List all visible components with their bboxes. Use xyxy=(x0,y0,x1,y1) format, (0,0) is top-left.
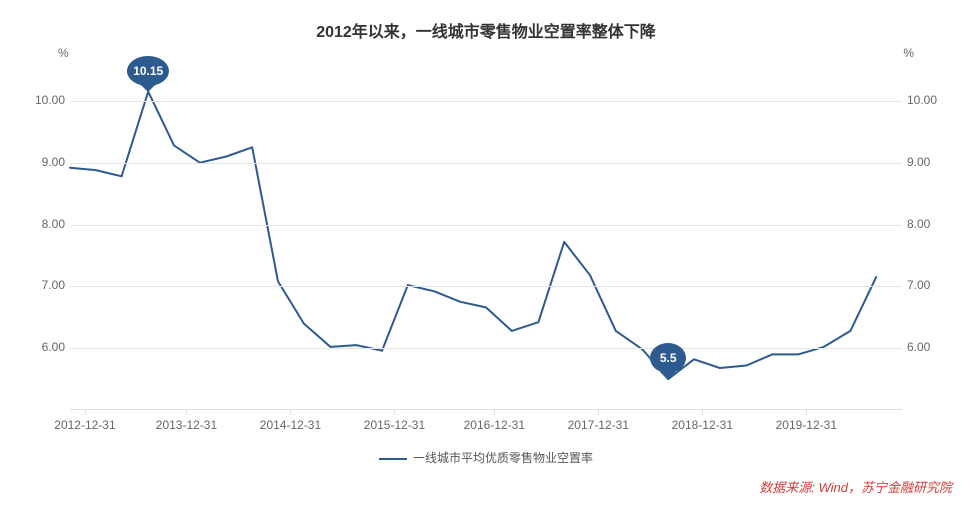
legend-label: 一线城市平均优质零售物业空置率 xyxy=(413,451,593,465)
chart-title: 2012年以来，一线城市零售物业空置率整体下降 xyxy=(0,18,972,42)
y-tick-label: 8.00 xyxy=(15,217,65,231)
callout-label: 5.5 xyxy=(650,343,686,373)
x-tick xyxy=(702,410,703,415)
x-tick xyxy=(85,410,86,415)
gridline xyxy=(70,225,902,226)
x-tick-label: 2015-12-31 xyxy=(364,418,425,432)
y-tick-label: 8.00 xyxy=(907,217,957,231)
x-tick xyxy=(598,410,599,415)
legend-swatch xyxy=(379,458,407,460)
gridline xyxy=(70,101,902,102)
y-tick-label: 9.00 xyxy=(15,155,65,169)
y-tick-label: 10.00 xyxy=(907,93,957,107)
x-tick-label: 2019-12-31 xyxy=(776,418,837,432)
x-tick-label: 2017-12-31 xyxy=(568,418,629,432)
y-tick-label: 6.00 xyxy=(907,340,957,354)
y-tick-label: 9.00 xyxy=(907,155,957,169)
y-tick-label: 7.00 xyxy=(15,278,65,292)
source-text: 数据来源: Wind，苏宁金融研究院 xyxy=(759,477,952,496)
legend: 一线城市平均优质零售物业空置率 xyxy=(0,449,972,466)
y-unit-left: % xyxy=(58,46,69,60)
x-tick-label: 2013-12-31 xyxy=(156,418,217,432)
plot-area: 6.006.007.007.008.008.009.009.0010.0010.… xyxy=(70,70,902,410)
y-unit-right: % xyxy=(903,46,914,60)
y-tick-label: 10.00 xyxy=(15,93,65,107)
x-tick-label: 2012-12-31 xyxy=(54,418,115,432)
x-tick xyxy=(394,410,395,415)
gridline xyxy=(70,286,902,287)
x-tick-label: 2016-12-31 xyxy=(464,418,525,432)
chart-container: 2012年以来，一线城市零售物业空置率整体下降 % % 6.006.007.00… xyxy=(0,0,972,508)
x-tick xyxy=(494,410,495,415)
callout: 10.15 xyxy=(127,56,169,86)
y-tick-label: 6.00 xyxy=(15,340,65,354)
gridline xyxy=(70,163,902,164)
gridline xyxy=(70,348,902,349)
line-series xyxy=(70,70,902,410)
y-tick-label: 7.00 xyxy=(907,278,957,292)
x-tick xyxy=(806,410,807,415)
x-tick xyxy=(186,410,187,415)
callout-label: 10.15 xyxy=(127,56,169,86)
x-tick-label: 2014-12-31 xyxy=(260,418,321,432)
x-tick-label: 2018-12-31 xyxy=(672,418,733,432)
callout: 5.5 xyxy=(650,343,686,373)
x-tick xyxy=(290,410,291,415)
